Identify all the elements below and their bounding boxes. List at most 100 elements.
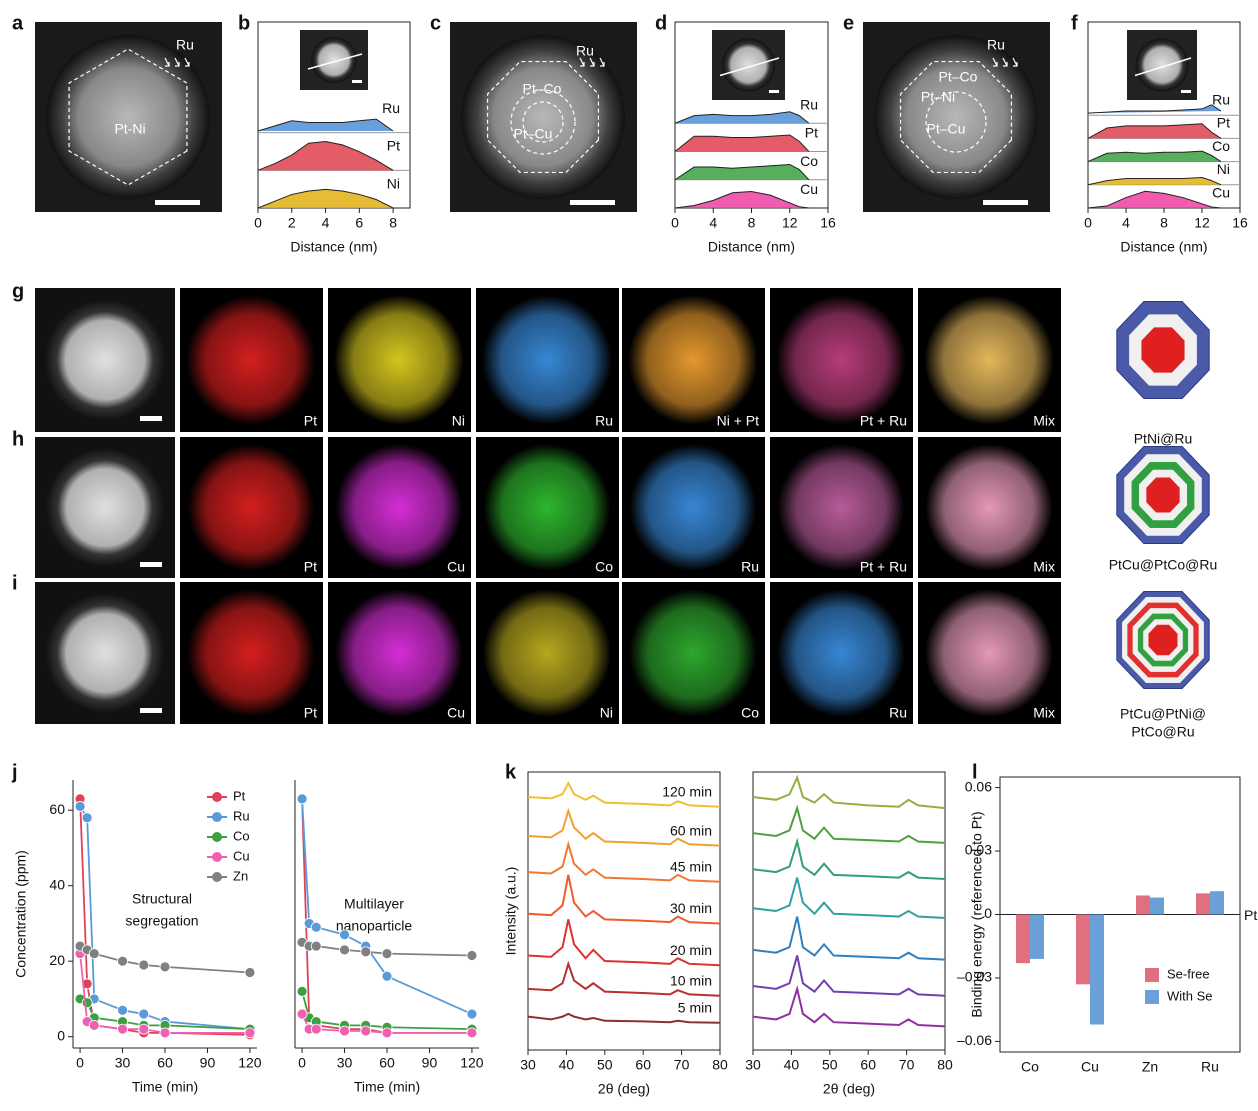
curve-label: 120 min	[662, 783, 712, 799]
x-axis-label: Distance (nm)	[1120, 239, 1207, 255]
arrow	[579, 57, 585, 67]
profile-line	[1087, 190, 1222, 209]
element-signal	[629, 589, 757, 717]
curve-label: 30 min	[670, 900, 712, 916]
particle	[874, 35, 1038, 199]
map-label: Cu	[447, 705, 465, 721]
legend-marker	[212, 852, 222, 862]
x-tick-label: 30	[520, 1057, 536, 1073]
map-label: Mix	[1033, 559, 1055, 575]
element-signal	[628, 295, 758, 425]
x-tick-label: 0	[298, 1055, 306, 1071]
scale-bar	[140, 416, 162, 421]
scale-bar	[155, 200, 200, 205]
arrow	[164, 57, 170, 67]
panel-letter: i	[12, 572, 18, 594]
scale-bar	[769, 90, 779, 93]
data-point	[117, 1023, 128, 1035]
profile-line	[257, 141, 394, 171]
data-point	[310, 1023, 322, 1035]
x-tick-label: 50	[597, 1057, 613, 1073]
data-line	[752, 877, 946, 919]
panel-letter: c	[430, 12, 441, 34]
map-label: Mix	[1033, 705, 1055, 721]
data-point	[74, 801, 86, 812]
arrow	[184, 57, 190, 67]
curve-label: 20 min	[670, 942, 712, 958]
map-label: Pt + Ru	[860, 559, 907, 575]
x-tick-label: 16	[820, 215, 836, 231]
model-caption: PtCo@Ru	[1131, 724, 1194, 740]
panel-letter: f	[1071, 12, 1078, 34]
arrow	[589, 57, 595, 67]
profile-line	[1087, 176, 1222, 186]
data-point	[138, 959, 150, 971]
element-signal	[187, 444, 315, 571]
arrow	[1002, 57, 1008, 67]
curve-label: 10 min	[670, 972, 712, 988]
inner-boundary	[925, 91, 987, 153]
series-label: Pt	[805, 125, 818, 141]
model-layer	[1141, 327, 1185, 373]
scale-bar	[140, 562, 162, 567]
x-axis-label: Distance (nm)	[708, 239, 795, 255]
model-layer	[1146, 477, 1180, 513]
arrow	[992, 57, 998, 67]
particle	[461, 35, 625, 199]
particle	[44, 299, 166, 421]
data-point	[296, 985, 308, 997]
panel-letter: j	[11, 761, 18, 783]
particle	[45, 593, 165, 713]
data-point	[159, 961, 171, 973]
particle	[46, 35, 210, 199]
micrograph-label: Pt–Ni	[921, 89, 955, 105]
boundary-outline	[899, 60, 1013, 174]
annotation: Structural	[132, 891, 192, 907]
data-point	[138, 1008, 150, 1020]
data-point	[360, 1025, 372, 1037]
panel-letter: e	[843, 12, 854, 34]
x-tick-label: 30	[115, 1055, 131, 1071]
x-tick-label: 50	[822, 1057, 838, 1073]
x-tick-label: 90	[422, 1055, 438, 1071]
data-point	[381, 1027, 393, 1039]
series-label: Cu	[800, 181, 818, 197]
legend-marker	[212, 872, 222, 882]
data-point	[360, 946, 372, 958]
data-point	[81, 978, 93, 990]
legend-marker	[212, 832, 222, 842]
x-tick-label: Zn	[1142, 1059, 1158, 1075]
x-tick-label: 30	[337, 1055, 353, 1071]
x-tick-label: Co	[1021, 1059, 1039, 1075]
map-label: Pt	[304, 413, 317, 429]
bar	[1136, 895, 1150, 915]
element-signal	[925, 589, 1053, 717]
y-tick-label: 0	[984, 905, 992, 921]
panel-letter: d	[655, 12, 667, 34]
x-tick-label: 2	[288, 215, 296, 231]
profile-line	[674, 190, 809, 209]
legend-label: With Se	[1167, 988, 1213, 1003]
series-label: Cu	[1212, 184, 1230, 200]
profile-line	[674, 134, 810, 152]
bar	[1016, 914, 1030, 964]
data-point	[466, 950, 478, 961]
legend-marker	[212, 812, 222, 822]
bar	[1030, 914, 1044, 959]
x-tick-label: 0	[254, 215, 262, 231]
scale-bar	[352, 80, 362, 83]
data-point	[310, 921, 322, 933]
bar	[1210, 891, 1224, 915]
data-point	[88, 948, 100, 960]
x-tick-label: 120	[460, 1055, 484, 1071]
profile-line	[1087, 123, 1222, 139]
data-line	[527, 1012, 721, 1024]
arrow	[1012, 57, 1018, 67]
annotation: Multilayer	[344, 896, 404, 912]
data-point	[381, 970, 393, 982]
series-label: Ru	[382, 100, 400, 116]
micrograph-label: Pt–Cu	[514, 126, 553, 142]
series-label: Ni	[1217, 161, 1230, 177]
data-point	[117, 955, 128, 967]
